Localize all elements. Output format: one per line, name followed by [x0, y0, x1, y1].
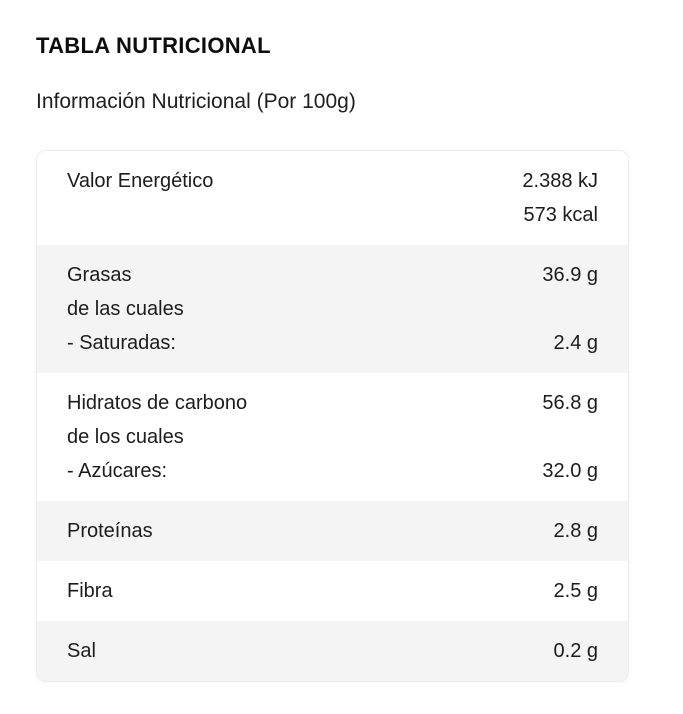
nutrient-label: Valor Energético: [67, 170, 214, 192]
nutrition-line: Proteínas 2.8 g: [67, 514, 598, 548]
nutrient-label: de los cuales: [67, 426, 184, 448]
nutrition-row: Proteínas 2.8 g: [37, 501, 628, 561]
nutrition-row: Hidratos de carbono 56.8 g de los cuales…: [37, 373, 628, 501]
nutrient-label: Sal: [67, 640, 96, 662]
nutrition-line: Valor Energético 2.388 kJ: [67, 164, 598, 198]
nutrient-value: 2.5 g: [553, 580, 598, 602]
nutrient-value: 36.9 g: [542, 264, 598, 286]
section-title: TABLA NUTRICIONAL: [36, 33, 271, 58]
nutrient-value: 32.0 g: [542, 460, 598, 482]
nutrition-line: Hidratos de carbono 56.8 g: [67, 386, 598, 420]
nutrition-section: TABLA NUTRICIONAL Información Nutriciona…: [36, 33, 629, 682]
nutrition-line: - Saturadas: 2.4 g: [67, 326, 598, 360]
nutrition-row: Valor Energético 2.388 kJ 573 kcal: [37, 151, 628, 245]
nutrient-value: 573 kcal: [523, 204, 599, 226]
nutrient-value: 2.388 kJ: [522, 170, 598, 192]
nutrient-label: Proteínas: [67, 520, 153, 542]
nutrient-label: Fibra: [67, 580, 113, 602]
nutrient-label: Grasas: [67, 264, 132, 286]
nutrition-row: Sal 0.2 g: [37, 621, 628, 681]
nutrition-line: Sal 0.2 g: [67, 634, 598, 668]
nutrient-value: 2.8 g: [553, 520, 598, 542]
nutrition-line: - Azúcares: 32.0 g: [67, 454, 598, 488]
nutrition-row: Grasas 36.9 g de las cuales - Saturadas:…: [37, 245, 628, 373]
nutrition-line: 573 kcal: [67, 198, 599, 232]
nutrient-label: de las cuales: [67, 298, 184, 320]
nutrition-line: Grasas 36.9 g: [67, 258, 598, 292]
nutrient-value: 2.4 g: [553, 332, 598, 354]
nutrient-label: Hidratos de carbono: [67, 392, 248, 414]
nutrient-label: - Saturadas:: [67, 332, 176, 354]
nutrient-value: 56.8 g: [542, 392, 598, 414]
table-subtitle: Información Nutricional (Por 100g): [36, 90, 356, 113]
nutrient-value: 0.2 g: [553, 640, 598, 662]
nutrition-line: Fibra 2.5 g: [67, 574, 598, 608]
nutrition-table: Valor Energético 2.388 kJ 573 kcal Grasa…: [36, 150, 629, 682]
nutrition-line: de los cuales: [67, 420, 598, 454]
nutrient-label: - Azúcares:: [67, 460, 168, 482]
nutrition-row: Fibra 2.5 g: [37, 561, 628, 621]
nutrition-line: de las cuales: [67, 292, 598, 326]
